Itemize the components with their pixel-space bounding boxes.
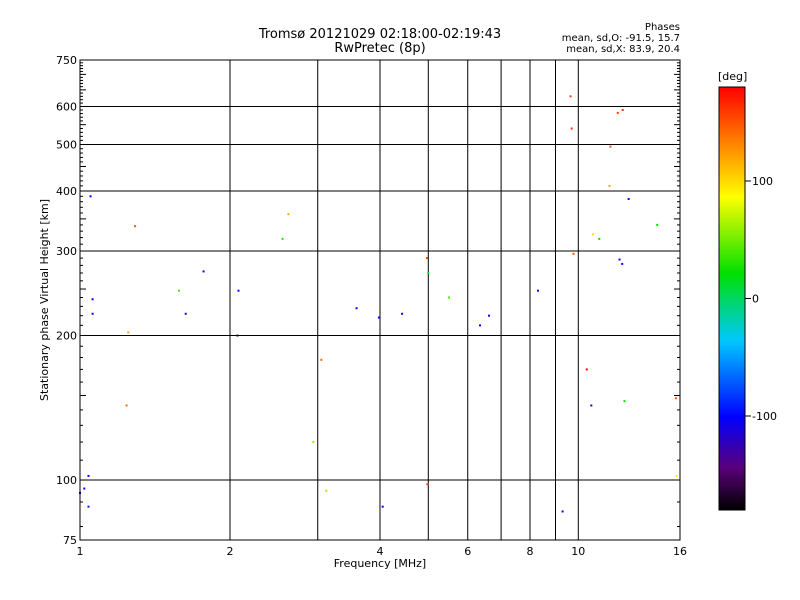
data-point	[83, 487, 86, 490]
data-point	[598, 237, 601, 240]
data-point	[675, 474, 678, 477]
data-point	[281, 237, 284, 240]
data-point	[236, 334, 239, 337]
data-point	[656, 223, 659, 226]
data-point	[591, 233, 594, 236]
data-point	[325, 489, 328, 492]
data-point	[177, 289, 180, 292]
x-tick-label: 4	[377, 545, 384, 558]
data-point	[479, 324, 482, 327]
data-point	[91, 312, 94, 315]
data-point	[355, 307, 358, 310]
data-point	[569, 95, 572, 98]
x-tick-label: 6	[464, 545, 471, 558]
data-point	[561, 510, 564, 513]
data-point	[125, 404, 128, 407]
phases-x-stats: mean, sd,X: 83.9, 20.4	[566, 44, 680, 55]
data-point	[89, 195, 92, 198]
data-point	[87, 474, 90, 477]
x-tick-label: 10	[571, 545, 585, 558]
colorbar-tick-label: 0	[752, 293, 759, 306]
data-point	[287, 213, 290, 216]
x-tick-label: 16	[673, 545, 687, 558]
chart-subtitle: RwPretec (8p)	[334, 41, 426, 56]
data-point	[616, 111, 619, 114]
data-point	[377, 316, 380, 319]
data-point	[627, 198, 630, 201]
data-point	[621, 262, 624, 265]
data-point	[488, 314, 491, 317]
data-point	[609, 145, 612, 148]
colorbar-ticks: 100 0 -100	[745, 175, 777, 423]
colorbar-tick-label: -100	[752, 410, 777, 423]
colorbar-unit: [deg]	[718, 70, 747, 83]
data-point	[618, 258, 621, 261]
data-point	[608, 184, 611, 187]
data-points	[79, 95, 678, 513]
y-tick-label: 600	[56, 101, 77, 114]
y-tick-label: 500	[56, 139, 77, 152]
phases-title: Phases	[644, 22, 680, 33]
data-point	[87, 505, 90, 508]
y-tick-label: 750	[56, 54, 77, 67]
data-point	[426, 483, 429, 486]
x-axis-label: Frequency [MHz]	[334, 557, 426, 570]
axis-ticks: 1 2 4 6 8 10 16 75 100 200 300 400 500 600 750	[56, 54, 687, 558]
y-tick-label: 75	[63, 534, 77, 547]
x-tick-label: 1	[77, 545, 84, 558]
data-point	[536, 289, 539, 292]
data-point	[237, 289, 240, 292]
y-tick-label: 400	[56, 185, 77, 198]
phases-o-stats: mean, sd,O: -91.5, 15.7	[561, 33, 680, 44]
data-point	[381, 505, 384, 508]
y-tick-label: 300	[56, 245, 77, 258]
data-point	[570, 127, 573, 130]
data-point	[425, 257, 428, 260]
data-point	[202, 270, 205, 273]
x-tick-label: 8	[527, 545, 534, 558]
data-point	[585, 368, 588, 371]
data-point	[427, 271, 430, 274]
data-point	[401, 312, 404, 315]
data-point	[134, 225, 137, 228]
data-point	[572, 252, 575, 255]
y-axis-label: Stationary phase Virtual Height [km]	[38, 199, 51, 401]
data-point	[320, 358, 323, 361]
data-point	[127, 331, 130, 334]
chart-title: Tromsø 20121029 02:18:00-02:19:43	[258, 27, 502, 42]
data-point	[184, 312, 187, 315]
data-point	[621, 109, 624, 112]
plot-frame	[79, 59, 681, 541]
data-point	[312, 441, 315, 444]
data-point	[91, 298, 94, 301]
colorbar	[718, 86, 746, 511]
x-tick-label: 2	[227, 545, 234, 558]
grid-lines	[80, 60, 680, 540]
data-point	[674, 397, 677, 400]
y-tick-label: 100	[56, 474, 77, 487]
data-point	[590, 404, 593, 407]
data-point	[623, 400, 626, 403]
data-point	[447, 296, 450, 299]
colorbar-tick-label: 100	[752, 175, 773, 188]
y-tick-label: 200	[56, 330, 77, 343]
